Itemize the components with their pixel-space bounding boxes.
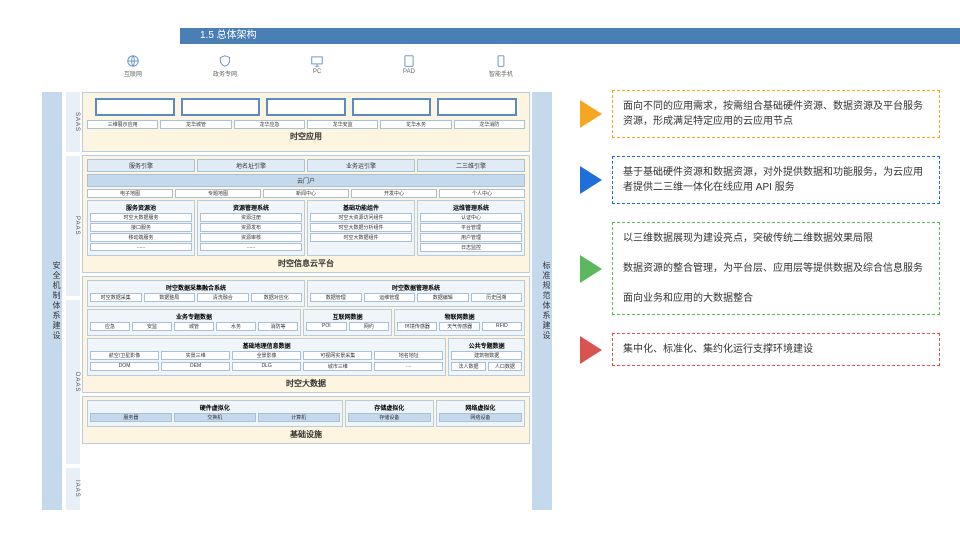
saas-app: 龙华水务: [380, 120, 451, 129]
side-right: 标准规范体系建设: [532, 92, 552, 510]
arrow-icon: [580, 336, 602, 364]
header-bar: 1.5 总体架构: [180, 28, 960, 44]
side-left: 安全机制体系建设: [42, 92, 62, 510]
paas-layer: 服务引擎地名址引擎业务运引擎二三维引擎云门户电子地图专题地图新闻中心开发中心个人…: [82, 155, 530, 273]
stack: 三维展示应用龙华城管龙华应急龙华安监龙华水务龙华消防 时空应用 服务引擎地名址引…: [82, 92, 530, 447]
note: 基于基础硬件资源和数据资源，对外提供数据和功能服务，为云应用者提供二三维一体化在…: [580, 156, 940, 204]
arrow-icon: [580, 166, 602, 194]
saas-app: 龙华安监: [307, 120, 378, 129]
lab-saas: SAAS: [66, 92, 80, 152]
screen: [352, 98, 432, 116]
note: 以三维数据展现为建设亮点，突破传统二维数据效果局限 数据资源的整合管理，为平台层…: [580, 222, 940, 315]
saas-layer: 三维展示应用龙华城管龙华应急龙华安监龙华水务龙华消防 时空应用: [82, 92, 530, 152]
channel-pad: PAD: [379, 54, 439, 88]
screen: [181, 98, 261, 116]
saas-app: 龙华城管: [160, 120, 231, 129]
screen: [437, 98, 517, 116]
note: 集中化、标准化、集约化运行支撑环境建设: [580, 333, 940, 366]
daas-layer: 时空数据采集融合系统时空数据采集数据整局清洗融合数据对应化时空数据管理系统数据管…: [82, 276, 530, 393]
lab-iaas: IAAS: [66, 468, 80, 510]
arrow-icon: [580, 100, 602, 128]
channels: 互联网政务专网 PC PAD 智能手机: [87, 54, 547, 88]
saas-app: 龙华消防: [454, 120, 525, 129]
channel-pc: PC: [287, 54, 347, 88]
iaas-layer: 硬件虚拟化服务器交换机计算机存储虚拟化存储设备网络虚拟化网络设备基础设施: [82, 396, 530, 444]
saas-app: 龙华应急: [234, 120, 305, 129]
note-text: 以三维数据展现为建设亮点，突破传统二维数据效果局限 数据资源的整合管理，为平台层…: [612, 222, 940, 315]
saas-app: 三维展示应用: [87, 120, 158, 129]
notes-column: 面向不同的应用需求，按需组合基础硬件资源、数据资源及平台服务资源，形成满足特定应…: [580, 90, 940, 384]
note-text: 基于基础硬件资源和数据资源，对外提供数据和功能服务，为云应用者提供二三维一体化在…: [612, 156, 940, 204]
channel-shield: 政务专网: [195, 54, 255, 88]
note: 面向不同的应用需求，按需组合基础硬件资源、数据资源及平台服务资源，形成满足特定应…: [580, 90, 940, 138]
saas-title: 时空应用: [87, 131, 525, 142]
lab-paas: PAAS: [66, 156, 80, 296]
screen: [266, 98, 346, 116]
channel-phone: 智能手机: [471, 54, 531, 88]
note-text: 面向不同的应用需求，按需组合基础硬件资源、数据资源及平台服务资源，形成满足特定应…: [612, 90, 940, 138]
note-text: 集中化、标准化、集约化运行支撑环境建设: [612, 333, 940, 366]
arrow-icon: [580, 255, 602, 283]
screen: [95, 98, 175, 116]
architecture-diagram: 互联网政务专网PCPAD智能手机 安全机制体系建设 标准规范体系建设 SAAS …: [42, 54, 550, 530]
channel-globe: 互联网: [103, 54, 163, 88]
lab-daas: DAAS: [66, 300, 80, 464]
